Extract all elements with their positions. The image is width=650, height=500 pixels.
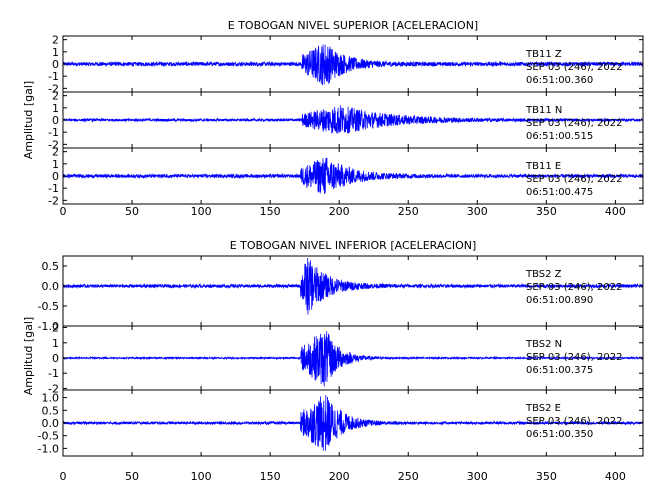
station-label: TB11 N bbox=[525, 105, 562, 116]
y-tick-label: -2 bbox=[48, 382, 59, 395]
trace-panel-tbs2-e: 1.00.50.0-0.5-1.0 TBS2 E SEP 03 (246), 202… bbox=[38, 389, 644, 457]
x-tick-label: 150 bbox=[260, 205, 281, 218]
date-label: SEP 03 (246), 2022 bbox=[526, 62, 622, 73]
x-tick-label: 0 bbox=[60, 205, 67, 218]
y-tick-label: 0 bbox=[52, 114, 59, 127]
x-tick-label: 200 bbox=[329, 470, 350, 483]
chart-title: E TOBOGAN NIVEL SUPERIOR [ACELERACION] bbox=[228, 19, 478, 32]
station-label: TBS2 N bbox=[525, 339, 562, 350]
y-tick-label: 1 bbox=[52, 102, 59, 115]
station-label: TB11 E bbox=[525, 161, 561, 172]
waveform-trace bbox=[62, 157, 644, 194]
x-tick-label: 300 bbox=[467, 205, 488, 218]
chart-block-2: E TOBOGAN NIVEL INFERIOR [ACELERACION] 0.… bbox=[22, 239, 644, 483]
y-tick-label: -1.0 bbox=[38, 320, 59, 333]
y-tick-label: 0.5 bbox=[42, 404, 60, 417]
date-label: SEP 03 (246), 2022 bbox=[526, 282, 622, 293]
trace-panel-tb11-n: 210-1-2 TB11 N SEP 03 (246), 2022 06:51:00.… bbox=[48, 90, 644, 151]
waveform-trace bbox=[62, 105, 644, 134]
waveform-trace bbox=[62, 395, 644, 451]
station-label: TB11 Z bbox=[525, 49, 562, 60]
y-tick-label: -2 bbox=[48, 82, 59, 95]
y-tick-label: 1 bbox=[52, 46, 59, 59]
x-tick-label: 100 bbox=[191, 205, 212, 218]
y-tick-label: 2 bbox=[52, 146, 59, 159]
x-tick-label: 150 bbox=[260, 470, 281, 483]
y-tick-label: 1.0 bbox=[42, 392, 60, 405]
date-label: SEP 03 (246), 2022 bbox=[526, 352, 622, 363]
y-tick-label: -2 bbox=[48, 194, 59, 207]
y-axis-label: Amplitud [gal] bbox=[22, 81, 35, 159]
y-tick-label: -2 bbox=[48, 138, 59, 151]
y-tick-label: 2 bbox=[52, 90, 59, 103]
y-tick-label: 0 bbox=[52, 170, 59, 183]
time-label: 06:51:00.890 bbox=[526, 295, 593, 306]
x-tick-label: 0 bbox=[60, 470, 67, 483]
waveform-trace bbox=[62, 331, 644, 387]
date-label: SEP 03 (246), 2022 bbox=[526, 416, 622, 427]
chart-block-1: E TOBOGAN NIVEL SUPERIOR [ACELERACION]21… bbox=[22, 19, 644, 218]
x-tick-label: 250 bbox=[398, 205, 419, 218]
y-tick-label: -1 bbox=[48, 182, 59, 195]
y-tick-label: -0.5 bbox=[38, 300, 59, 313]
y-tick-label: 2 bbox=[52, 322, 59, 335]
y-tick-label: 0.0 bbox=[42, 417, 60, 430]
time-label: 06:51:00.515 bbox=[526, 131, 593, 142]
y-tick-label: -1.0 bbox=[38, 442, 59, 455]
x-tick-label: 50 bbox=[125, 205, 139, 218]
time-label: 06:51:00.360 bbox=[526, 75, 593, 86]
y-tick-label: 0 bbox=[52, 352, 59, 365]
station-label: TBS2 E bbox=[525, 403, 561, 414]
date-label: SEP 03 (246), 2022 bbox=[526, 174, 622, 185]
y-tick-label: 1 bbox=[52, 337, 59, 350]
waveform-trace bbox=[62, 257, 644, 315]
y-tick-label: -0.5 bbox=[38, 430, 59, 443]
x-tick-label: 400 bbox=[605, 205, 626, 218]
waveform-trace bbox=[62, 44, 644, 86]
x-tick-label: 250 bbox=[398, 470, 419, 483]
station-label: TBS2 Z bbox=[525, 269, 562, 280]
x-tick-label: 200 bbox=[329, 205, 350, 218]
date-label: SEP 03 (246), 2022 bbox=[526, 118, 622, 129]
x-tick-label: 300 bbox=[467, 470, 488, 483]
y-tick-label: 1 bbox=[52, 158, 59, 171]
y-axis-label: Amplitud [gal] bbox=[22, 317, 35, 395]
time-label: 06:51:00.350 bbox=[526, 429, 593, 440]
y-tick-label: -1 bbox=[48, 126, 59, 139]
chart-title: E TOBOGAN NIVEL INFERIOR [ACELERACION] bbox=[230, 239, 477, 252]
y-tick-label: 0 bbox=[52, 58, 59, 71]
y-tick-label: 0.5 bbox=[42, 260, 60, 273]
y-tick-label: -1 bbox=[48, 367, 59, 380]
time-label: 06:51:00.375 bbox=[526, 365, 593, 376]
x-tick-label: 350 bbox=[536, 205, 557, 218]
trace-panel-tbs2-n: 2 1 0 -1 -2 TBS2 N SEP 03 (246), 2022 06:51:00.… bbox=[48, 322, 644, 395]
x-tick-label: 400 bbox=[605, 470, 626, 483]
y-tick-label: -1 bbox=[48, 70, 59, 83]
trace-panel-tb11-e: 210-1-2 TB11 E SEP 03 (246), 2022 06:51:00.… bbox=[48, 146, 644, 207]
x-tick-label: 50 bbox=[125, 470, 139, 483]
trace-panel-tbs2-z: 0.5 0.0 -0.5 -1.0 TBS2 Z SEP 03 (246), 2022 06… bbox=[38, 255, 644, 333]
x-tick-label: 100 bbox=[191, 470, 212, 483]
y-tick-label: 2 bbox=[52, 34, 59, 47]
trace-panel-tb11-z: 210-1-2 TB11 Z SEP 03 (246), 2022 06:51:00.… bbox=[48, 34, 644, 95]
y-tick-label: 0.0 bbox=[42, 280, 60, 293]
x-tick-label: 350 bbox=[536, 470, 557, 483]
time-label: 06:51:00.475 bbox=[526, 187, 593, 198]
